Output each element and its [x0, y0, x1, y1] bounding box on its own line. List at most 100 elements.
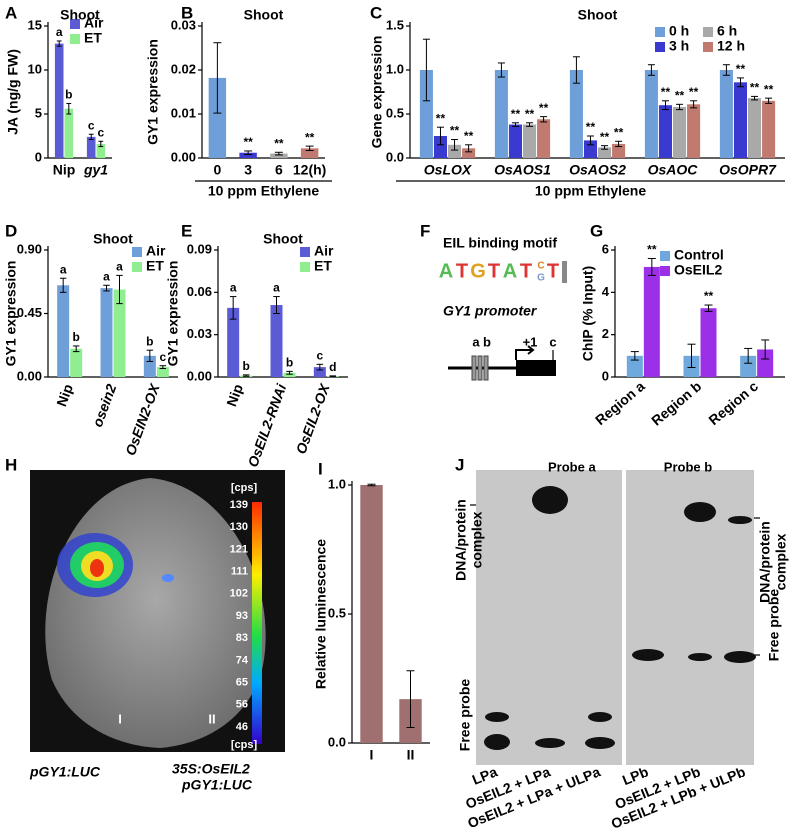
legend-swatch: [703, 27, 713, 37]
binding-site: [477, 355, 483, 381]
annotation: a: [60, 262, 67, 276]
y-tick-label: 4: [602, 284, 610, 299]
legend-label: Air: [84, 15, 104, 31]
y-tick-label: 0.00: [17, 368, 42, 383]
complex-label: complex: [469, 511, 485, 568]
bar: [740, 355, 757, 377]
y-axis-label: GY1 expression: [165, 261, 181, 367]
annotation: **: [450, 124, 460, 138]
annotation: **: [750, 81, 760, 95]
gel-band: [535, 738, 565, 748]
chart-title: Shoot: [93, 231, 133, 247]
gel-band: [485, 712, 509, 722]
motif-letter: C: [537, 261, 544, 272]
panel-letter: E: [181, 221, 192, 240]
x-tick-label: OsLOX: [424, 162, 473, 178]
scale-label: 65: [236, 677, 248, 689]
y-axis-label: Gene expression: [369, 36, 385, 149]
y-tick-label: 2: [602, 326, 609, 341]
legend-swatch: [132, 247, 142, 257]
scale-label: 56: [236, 699, 248, 711]
annotation: b: [286, 356, 293, 370]
motif-letter: T: [547, 260, 559, 282]
annotation: d: [329, 360, 336, 374]
legend-swatch: [703, 42, 713, 52]
x-tick-label: II: [407, 747, 415, 763]
y-tick-label: 0.06: [187, 284, 212, 299]
legend-label: Air: [146, 243, 166, 259]
y-axis-label: GY1 expression: [145, 39, 161, 145]
bar: [462, 148, 476, 158]
y-axis-label: JA (ng/g FW): [5, 49, 21, 135]
panel-letter: J: [455, 455, 464, 474]
annotation: **: [614, 125, 624, 139]
bar: [208, 77, 227, 158]
y-tick-label: 0.03: [187, 326, 212, 341]
y-axis-label: GY1 expression: [3, 261, 19, 367]
x-tick-label: 6: [275, 162, 283, 178]
bar: [360, 485, 383, 743]
bar: [419, 70, 433, 158]
annotation: **: [274, 136, 284, 150]
annotation: c: [159, 350, 166, 364]
y-tick-label: 0.90: [17, 241, 42, 256]
bar: [227, 307, 240, 377]
legend-swatch: [655, 27, 665, 37]
y-tick-label: 6: [602, 241, 609, 256]
bar: [687, 104, 701, 158]
bar: [700, 308, 717, 377]
caption: pGY1:LUC: [29, 764, 101, 780]
bar: [239, 152, 257, 158]
legend-swatch: [660, 251, 670, 261]
x-tick-label: I: [370, 747, 374, 763]
bar: [598, 147, 612, 158]
panel-letter: B: [181, 3, 193, 22]
scale-label: 121: [230, 543, 248, 555]
site-label: c: [549, 334, 556, 349]
y-axis-label: ChIP (% Input): [580, 266, 596, 361]
panel-letter: G: [590, 221, 603, 240]
bar: [313, 367, 326, 377]
free-label: Free probe: [457, 679, 473, 752]
y-tick-label: 0.02: [171, 61, 196, 76]
panel-letter: D: [5, 221, 17, 240]
annotation: **: [525, 107, 535, 121]
legend-label: 6 h: [717, 23, 737, 39]
x-axis-label: 10 ppm Ethylene: [535, 183, 646, 199]
bar: [433, 136, 447, 158]
legend-swatch: [70, 19, 80, 29]
chart-title: Shoot: [263, 231, 303, 247]
bar: [270, 153, 288, 158]
motif-bar: [562, 261, 567, 283]
bar: [673, 106, 687, 158]
y-tick-label: 0.5: [328, 605, 346, 620]
caption: pGY1:LUC: [181, 777, 253, 793]
legend-label: ET: [146, 258, 164, 274]
panel-letter: H: [5, 455, 17, 474]
motif-letter: T: [488, 260, 500, 282]
x-tick-label: OsAOS1: [494, 162, 551, 178]
complex-label: DNA/protein: [453, 499, 469, 581]
panel-letter: I: [318, 459, 323, 478]
bar: [113, 289, 126, 377]
bar: [733, 82, 747, 158]
binding-site: [471, 355, 477, 381]
x-tick-label: Region b: [648, 378, 704, 429]
y-tick-label: 1.5: [386, 17, 404, 32]
bar: [96, 143, 106, 158]
bar: [643, 266, 660, 377]
y-tick-label: 0.03: [171, 17, 196, 32]
x-tick-label: OsEIL2-OX: [293, 380, 334, 456]
gel-band: [484, 734, 510, 750]
y-tick-label: 0.00: [187, 368, 212, 383]
scale-label: 130: [230, 521, 248, 533]
x-tick-label: Region a: [592, 378, 648, 428]
y-tick-label: 0: [35, 149, 42, 164]
bar: [626, 355, 643, 377]
legend-label: 12 h: [717, 38, 745, 54]
bar: [283, 372, 296, 377]
y-axis-label: Relative luminescence: [313, 539, 329, 689]
annotation: **: [511, 107, 521, 121]
legend-label: Control: [674, 247, 724, 263]
